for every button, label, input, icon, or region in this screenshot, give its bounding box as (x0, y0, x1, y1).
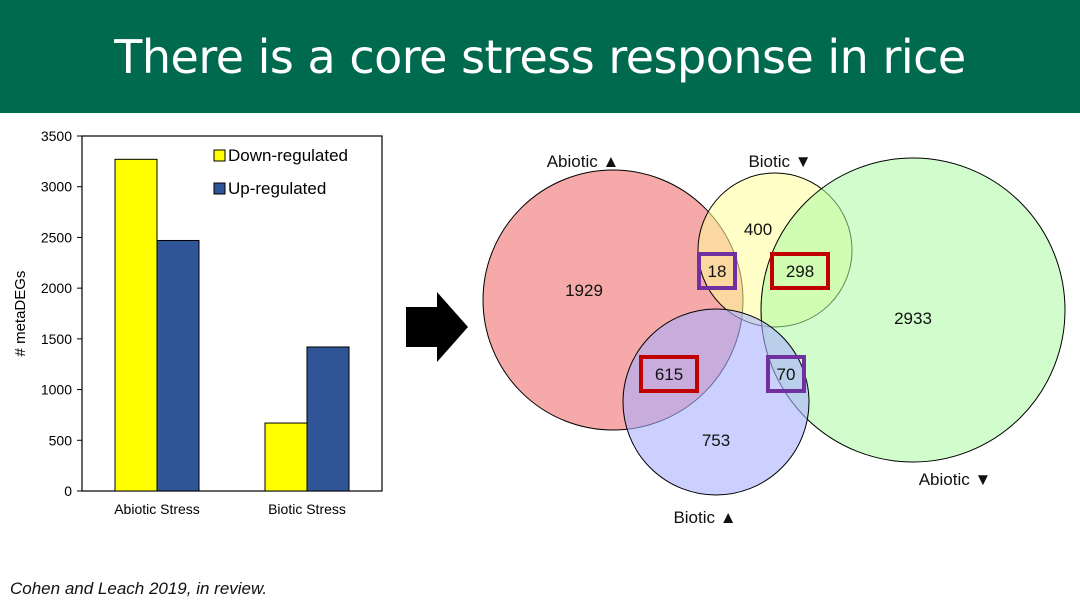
legend-label: Up-regulated (228, 179, 326, 198)
venn-region-label: 298 (786, 262, 814, 281)
venn-set-label: Abiotic ▲ (547, 152, 620, 171)
bar (264, 422, 308, 492)
venn-set-label: Biotic ▼ (748, 152, 811, 171)
bar (114, 158, 158, 492)
legend-label: Down-regulated (228, 146, 348, 165)
venn-region-label: 400 (744, 220, 772, 239)
venn-circles (482, 157, 1066, 496)
title-bar: There is a core stress response in rice (0, 0, 1080, 113)
y-tick-label: 3500 (41, 128, 72, 144)
y-tick-label: 1000 (41, 382, 72, 398)
venn-region-label: 2933 (894, 309, 932, 328)
y-tick-label: 0 (64, 483, 72, 499)
y-tick-label: 3000 (41, 179, 72, 195)
venn-circle (760, 157, 1066, 463)
y-tick-label: 2000 (41, 280, 72, 296)
venn-highlight-box (770, 252, 830, 290)
bar-chart-axes: 0 500 1000 1500 2000 2500 3000 3500 # metaDEGs Ab… (12, 128, 383, 517)
venn-region-label: 753 (702, 431, 730, 450)
x-tick-label: Biotic Stress (268, 501, 346, 517)
right-arrow-icon (406, 292, 468, 362)
venn-diagram: Abiotic ▲ Biotic ▼ Abiotic ▼ Biotic ▲ 1929 40… (482, 152, 1066, 527)
y-tick-label: 2500 (41, 229, 72, 245)
venn-circle (622, 308, 810, 496)
venn-region-label: 70 (777, 365, 796, 384)
venn-set-label: Biotic ▲ (673, 508, 736, 527)
venn-highlight-box (766, 355, 806, 393)
venn-region-label: 1929 (565, 281, 603, 300)
bar-chart-bars (114, 158, 350, 492)
venn-set-label: Abiotic ▼ (919, 470, 992, 489)
y-tick-label: 500 (49, 432, 73, 448)
x-tick-label: Abiotic Stress (114, 501, 200, 517)
legend-swatch (213, 182, 226, 195)
slide-title: There is a core stress response in rice (114, 29, 966, 84)
venn-highlight-box (697, 252, 737, 290)
bar (306, 346, 350, 492)
venn-region-label: 615 (655, 365, 683, 384)
bar-chart: 0 500 1000 1500 2000 2500 3000 3500 # metaDEGs Ab… (12, 128, 383, 517)
citation: Cohen and Leach 2019, in review. (10, 579, 268, 598)
legend-swatch (213, 149, 226, 162)
venn-highlight-box (639, 355, 699, 393)
bar (156, 239, 200, 492)
y-tick-label: 1500 (41, 331, 72, 347)
plot-frame (81, 135, 383, 492)
venn-highlight-boxes (639, 252, 830, 393)
venn-region-label: 18 (708, 262, 727, 281)
venn-labels: Abiotic ▲ Biotic ▼ Abiotic ▼ Biotic ▲ 1929 40… (547, 152, 992, 527)
bar-chart-legend: Down-regulated Up-regulated (213, 146, 348, 198)
y-axis-label: # metaDEGs (12, 271, 29, 357)
